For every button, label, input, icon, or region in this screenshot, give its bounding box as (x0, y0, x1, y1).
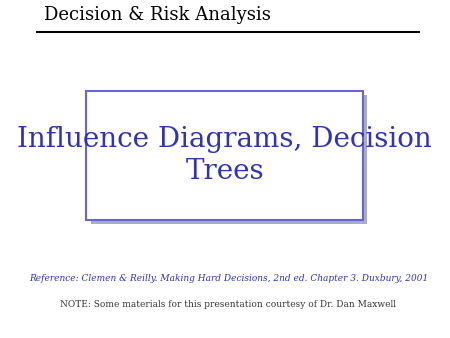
Bar (86, 91, 363, 220)
Text: Decision & Risk Analysis: Decision & Risk Analysis (44, 6, 271, 24)
Text: Influence Diagrams, Decision
Trees: Influence Diagrams, Decision Trees (17, 126, 432, 185)
Bar (91, 95, 368, 224)
Text: Reference: Clemen & Reilly. Making Hard Decisions, 2nd ed. Chapter 3. Duxbury, 2: Reference: Clemen & Reilly. Making Hard … (29, 274, 428, 283)
Text: NOTE: Some materials for this presentation courtesy of Dr. Dan Maxwell: NOTE: Some materials for this presentati… (60, 300, 396, 309)
